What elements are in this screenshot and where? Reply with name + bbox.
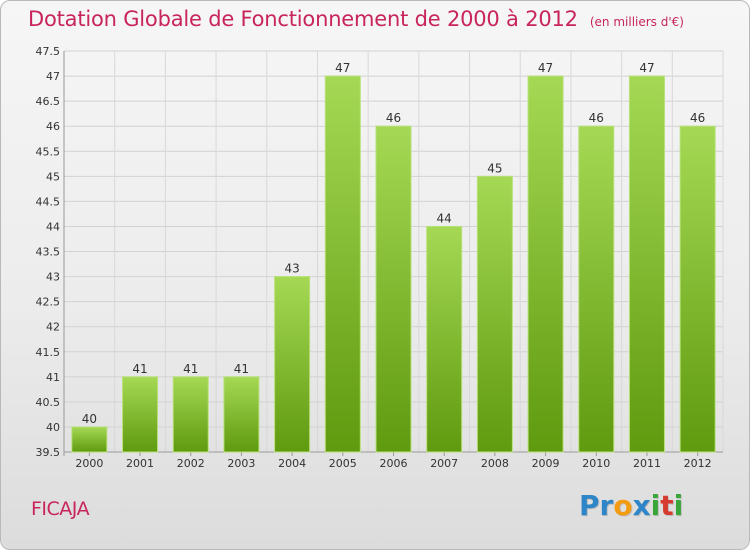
y-tick-label: 41.5	[36, 346, 61, 359]
bar-2007	[426, 225, 463, 453]
bar-layer	[71, 75, 716, 453]
data-label-2009: 47	[538, 61, 553, 75]
y-tick-label: 40.5	[36, 396, 61, 409]
bar-2011	[628, 75, 665, 453]
label-layer: 40 41 41 41 43 47 46 44 45 47 46 47 46	[82, 61, 706, 426]
y-tick-label: 46.5	[36, 95, 61, 108]
logo-letter-i-2: i	[673, 489, 684, 522]
data-label-2003: 41	[234, 362, 249, 376]
chart-unit-label: (en milliers d'€)	[589, 15, 684, 29]
bar-2006	[375, 125, 412, 453]
data-label-2001: 41	[132, 362, 147, 376]
y-tick-label: 40	[46, 421, 60, 434]
bar-2000	[71, 426, 108, 453]
y-tick-label: 43.5	[36, 246, 61, 259]
bar-2010	[578, 125, 615, 453]
y-tick-label: 44	[46, 220, 60, 233]
x-tick-label-2011: 2011	[633, 457, 661, 470]
y-tick-label: 45.5	[36, 145, 61, 158]
x-tick-label-2007: 2007	[430, 457, 458, 470]
logo-letter-p: P	[579, 489, 600, 522]
bar-2004	[274, 276, 311, 453]
logo-letter-i: i	[650, 489, 661, 522]
logo-letter-o: o	[613, 489, 633, 522]
y-tick-label: 45	[46, 170, 60, 183]
chart-title: Dotation Globale de Fonctionnement de 20…	[28, 7, 578, 31]
y-tick-label: 43	[46, 271, 60, 284]
y-tick-label: 42	[46, 321, 60, 334]
logo-letter-x: x	[632, 489, 651, 522]
data-label-2005: 47	[335, 61, 350, 75]
x-tick-label-2012: 2012	[684, 457, 712, 470]
title-row: Dotation Globale de Fonctionnement de 20…	[28, 7, 684, 31]
data-label-2000: 40	[82, 412, 97, 426]
y-tick-label: 41	[46, 371, 60, 384]
data-label-2012: 46	[690, 111, 705, 125]
x-tick-label-2008: 2008	[481, 457, 509, 470]
x-tick-label-2010: 2010	[582, 457, 610, 470]
data-label-2010: 46	[589, 111, 604, 125]
bar-2008	[476, 175, 513, 453]
x-tick-label-2006: 2006	[380, 457, 408, 470]
y-tick-label: 47.5	[36, 45, 61, 58]
data-label-2006: 46	[386, 111, 401, 125]
y-tick-label: 39.5	[36, 446, 61, 459]
logo-letter-r: r	[599, 489, 614, 522]
x-tick-label-2004: 2004	[278, 457, 306, 470]
y-tick-label: 44.5	[36, 195, 61, 208]
data-label-2004: 43	[284, 262, 299, 276]
data-label-2008: 45	[487, 161, 502, 175]
x-tick-label-2002: 2002	[177, 457, 205, 470]
commune-name: FICAJA	[31, 498, 90, 520]
bar-2001	[122, 376, 159, 453]
axis-layer: 39.5 40 40.5 41 41.5 42 42.5 43 43.5 44 44.5 45 45.5…	[36, 45, 723, 470]
y-tick-label: 46	[46, 120, 60, 133]
x-tick-label-2001: 2001	[126, 457, 154, 470]
x-tick-label-2000: 2000	[75, 457, 103, 470]
bar-2009	[527, 75, 564, 453]
x-tick-label-2003: 2003	[227, 457, 255, 470]
x-tick-label-2009: 2009	[532, 457, 560, 470]
bar-2012	[679, 125, 716, 453]
data-label-2007: 44	[437, 211, 452, 225]
logo-letter-t: t	[660, 489, 674, 522]
bar-2002	[172, 376, 209, 453]
x-tick-label-2005: 2005	[329, 457, 357, 470]
y-tick-label: 47	[46, 70, 60, 83]
bar-2003	[223, 376, 260, 453]
data-label-2002: 41	[183, 362, 198, 376]
bar-2005	[324, 75, 361, 453]
data-label-2011: 47	[639, 61, 654, 75]
proxiti-logo[interactable]: Proxiti	[579, 489, 683, 522]
y-tick-label: 42.5	[36, 296, 61, 309]
